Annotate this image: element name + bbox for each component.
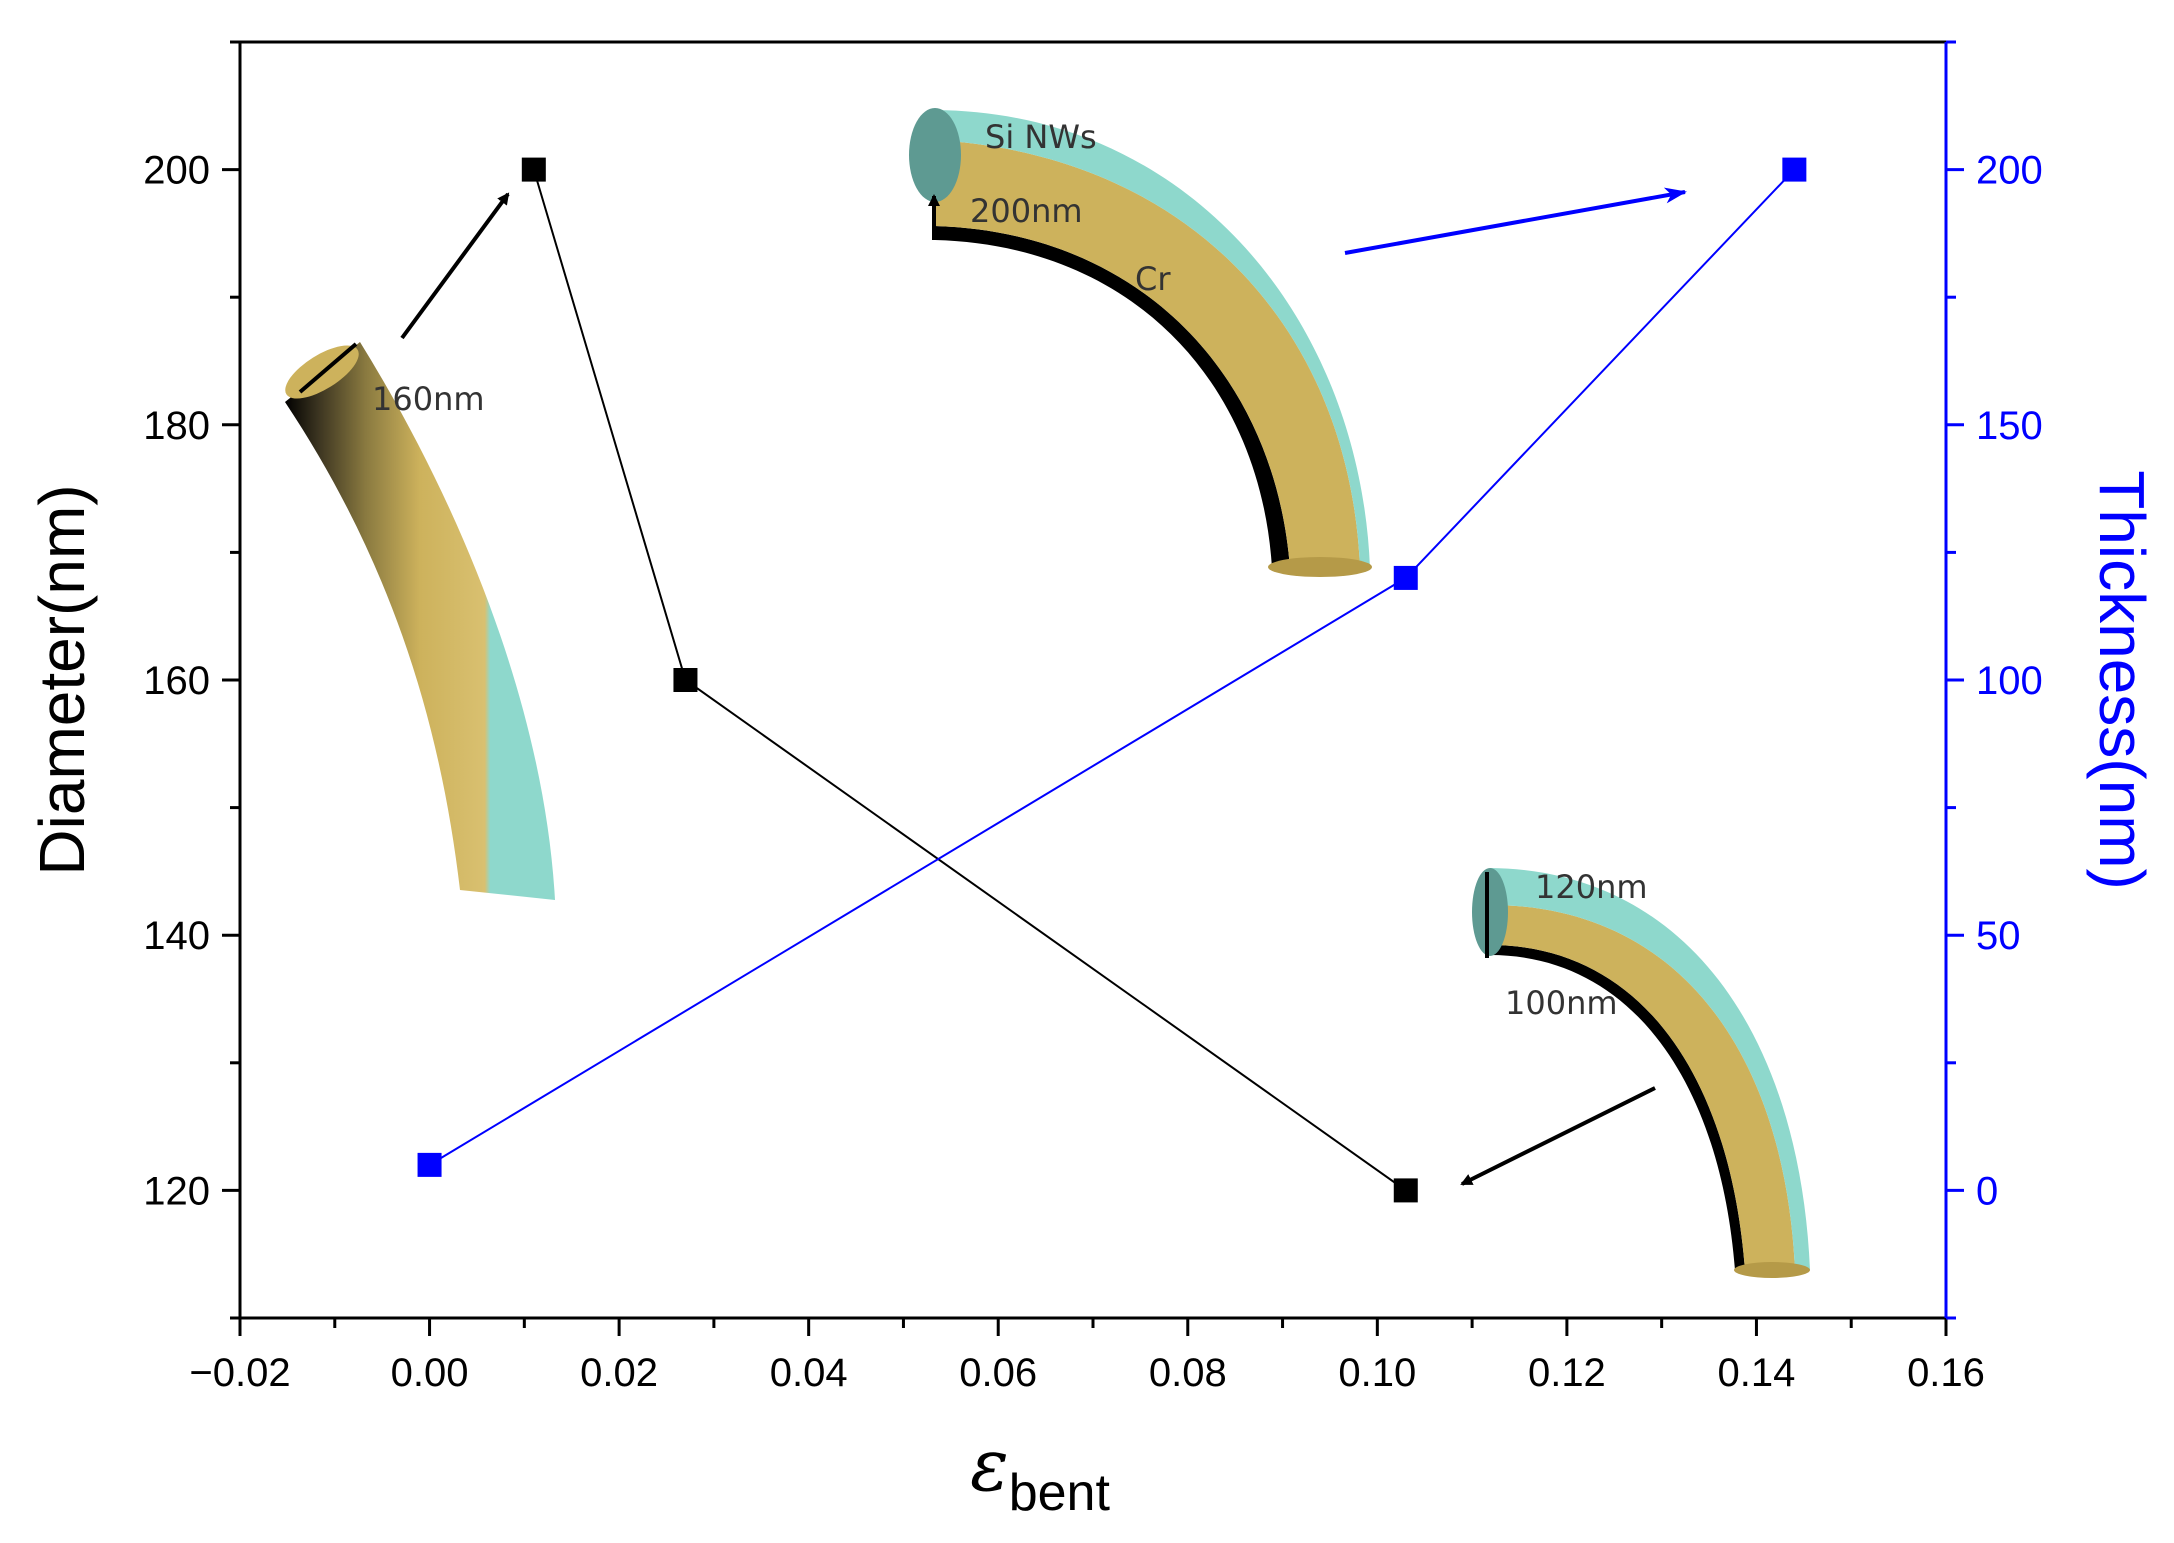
x-tick-label: 0.08 <box>1149 1351 1227 1395</box>
series-2-point <box>417 1152 442 1177</box>
blue-arrow-to-point-200 <box>1344 187 1687 255</box>
y-tick-label: 160 <box>143 659 210 703</box>
y-tick-label: 140 <box>143 914 210 958</box>
tube-right-end <box>1472 868 1508 956</box>
x-tick-label: 0.00 <box>391 1351 469 1395</box>
series-1-point <box>673 668 698 692</box>
series-1-point <box>521 157 546 182</box>
x-tick-label: 0.12 <box>1528 1351 1606 1395</box>
tube-top-core <box>935 140 1360 568</box>
arrow-to-point-200 <box>400 192 510 340</box>
x-axis-title: εbent <box>970 1423 1110 1522</box>
annotation-cr: Cr <box>1135 260 1171 298</box>
y2-axis-title: Thickness(nm) <box>2086 470 2158 890</box>
y-axis-title: Diameter(nm) <box>26 484 98 875</box>
series-1-point <box>1393 1178 1418 1203</box>
x-tick-label: 0.10 <box>1338 1351 1416 1395</box>
y2-tick-label: 50 <box>1976 914 2021 958</box>
y2-tick-label: 150 <box>1976 404 2043 448</box>
nanowire-inset-left: 160nm <box>285 192 555 900</box>
x-tick-label: 0.04 <box>770 1351 848 1395</box>
tube-right-shell <box>1490 868 1810 1270</box>
diameter-marker-left <box>298 342 358 394</box>
x-tick-label: 0.14 <box>1718 1351 1796 1395</box>
x-tick-label: 0.02 <box>580 1351 658 1395</box>
nanowire-inset-right: 120nm 100nm <box>1460 868 1810 1278</box>
annotation-100nm: 100nm <box>1505 984 1618 1022</box>
annotation-si-nws: Si NWs <box>985 118 1097 156</box>
tube-top-shell <box>935 110 1370 568</box>
x-axis-title-sub: bent <box>1009 1464 1111 1522</box>
annotation-160nm: 160nm <box>372 380 485 418</box>
series-2-point <box>1393 565 1418 590</box>
annotation-120nm: 120nm <box>1535 868 1648 906</box>
series-2-point <box>1782 157 1807 182</box>
y2-tick-label: 200 <box>1976 149 2043 193</box>
tube-left <box>285 342 555 900</box>
tube-top-bottom-end <box>1268 557 1372 577</box>
annotation-200nm: 200nm <box>970 192 1083 230</box>
series-layer <box>417 157 1807 1203</box>
y-tick-label: 120 <box>143 1169 210 1213</box>
arrow-to-point-120 <box>1460 1086 1656 1186</box>
x-tick-label: 0.16 <box>1907 1351 1985 1395</box>
x-axis-title-main: ε <box>970 1423 1009 1507</box>
y2-tick-label: 0 <box>1976 1169 1998 1213</box>
nanowire-inset-top: Si NWs 200nm Cr <box>909 108 1687 577</box>
tube-right-core <box>1490 905 1795 1270</box>
y2-tick-label: 100 <box>1976 659 2043 703</box>
tube-top-end <box>909 108 961 202</box>
x-tick-label: 0.06 <box>959 1351 1037 1395</box>
y-tick-label: 200 <box>143 149 210 193</box>
tube-right-bottom-end <box>1734 1262 1810 1278</box>
y-tick-label: 180 <box>143 404 210 448</box>
x-tick-label: −0.02 <box>189 1351 290 1395</box>
ticks-layer: −0.02 0.00 0.02 0.04 0.06 0.08 0.10 0.12 0.14 0.1… <box>143 40 2043 1395</box>
